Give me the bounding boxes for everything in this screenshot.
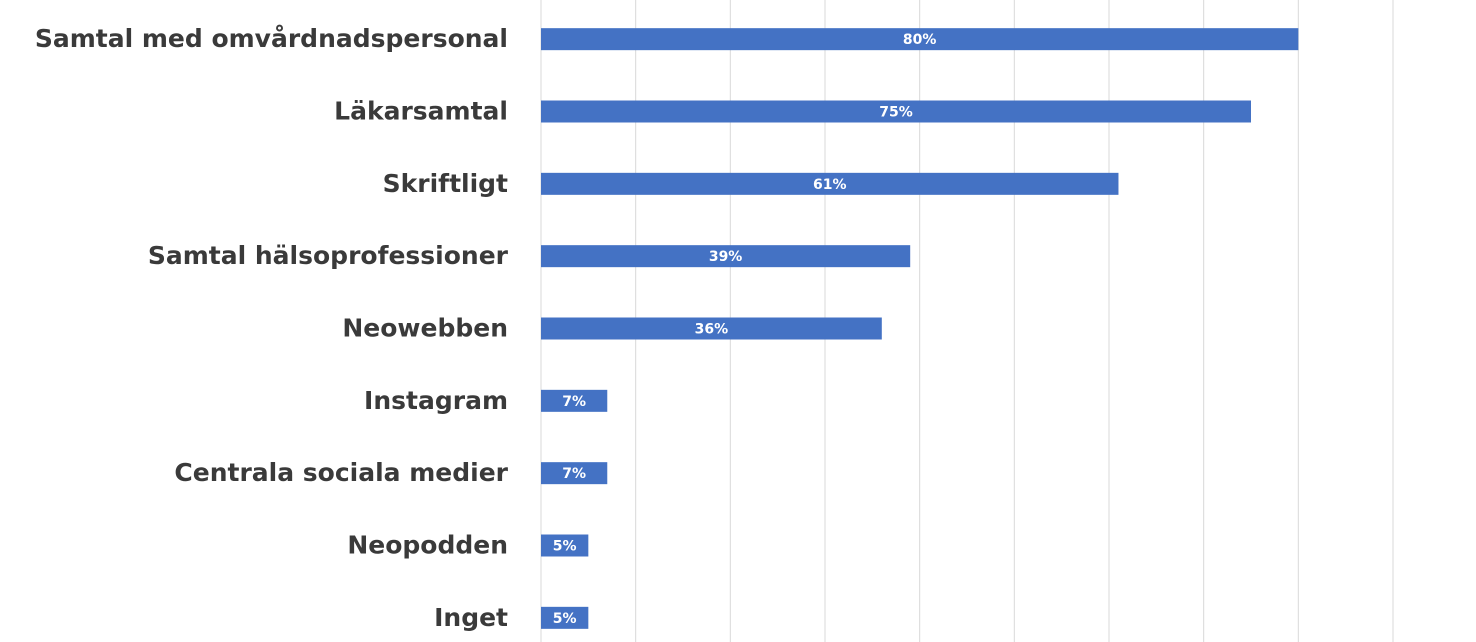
category-label: Läkarsamtal	[334, 97, 508, 126]
value-label: 5%	[553, 539, 577, 555]
value-label: 36%	[695, 322, 729, 338]
bar	[541, 389, 608, 412]
value-label: 39%	[709, 249, 743, 265]
bar	[541, 534, 589, 557]
bar	[541, 606, 589, 629]
value-label: 75%	[879, 105, 913, 121]
bar	[541, 172, 1119, 195]
category-label: Samtal med omvårdnadspersonal	[35, 24, 508, 53]
bar	[541, 317, 882, 340]
value-label: 61%	[813, 177, 847, 193]
category-label: Inget	[434, 603, 508, 632]
category-label: Neowebben	[342, 314, 508, 343]
bar	[541, 100, 1251, 123]
category-label: Samtal hälsoprofessioner	[148, 241, 509, 270]
category-label: Neopodden	[347, 531, 508, 560]
value-label: 7%	[562, 394, 586, 410]
bar	[541, 462, 608, 485]
category-label: Skriftligt	[383, 169, 508, 198]
bar	[541, 245, 911, 268]
category-label: Instagram	[364, 386, 508, 415]
value-label: 7%	[562, 466, 586, 482]
value-label: 80%	[903, 32, 937, 48]
category-label: Centrala sociala medier	[174, 458, 508, 487]
bar	[541, 28, 1299, 51]
value-label: 5%	[553, 611, 577, 627]
